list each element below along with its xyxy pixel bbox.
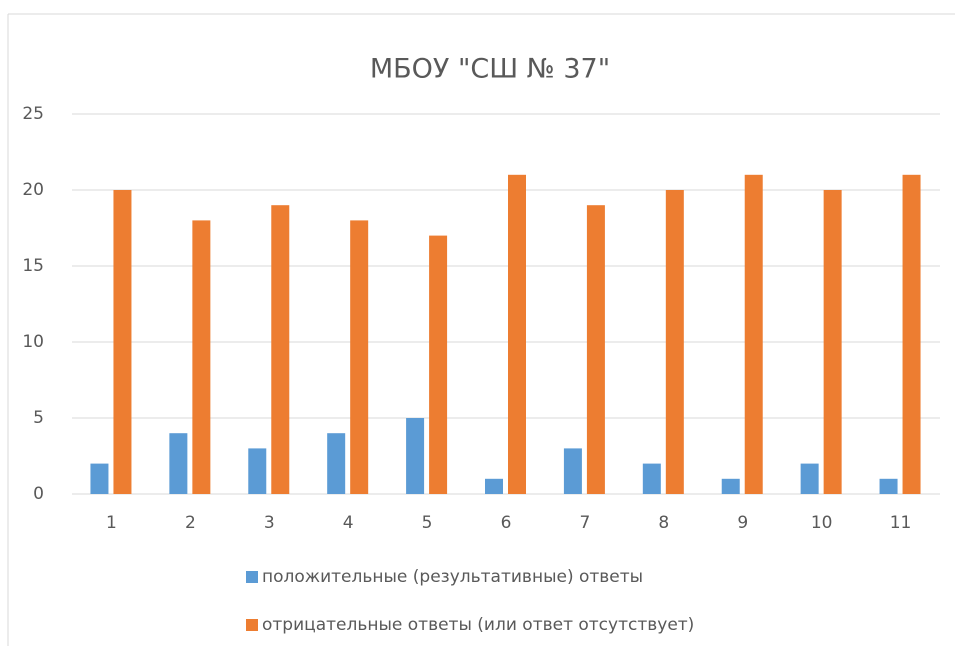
bar — [271, 205, 290, 494]
bar — [800, 463, 819, 494]
bar — [902, 174, 921, 495]
x-tick-label: 10 — [811, 513, 833, 533]
x-tick-label: 7 — [579, 513, 590, 533]
y-tick-label: 5 — [33, 408, 44, 428]
bar — [563, 448, 582, 494]
y-tick-label: 10 — [22, 332, 44, 352]
bar — [327, 433, 346, 494]
x-tick-label: 8 — [658, 513, 669, 533]
x-tick-label: 11 — [890, 513, 912, 533]
bar — [350, 220, 369, 494]
bar — [823, 190, 842, 494]
x-tick-label: 9 — [737, 513, 748, 533]
bar — [665, 190, 684, 494]
x-tick-label: 2 — [185, 513, 196, 533]
bar — [169, 433, 188, 494]
chart-title: МБОУ "СШ № 37" — [370, 54, 610, 85]
bar — [113, 190, 132, 494]
y-tick-label: 20 — [22, 180, 44, 200]
bar — [192, 220, 211, 494]
bar — [485, 478, 503, 494]
x-tick-label: 1 — [106, 513, 117, 533]
y-tick-label: 15 — [22, 256, 44, 276]
bar — [642, 463, 661, 494]
x-tick-label: 4 — [343, 513, 354, 533]
bar — [879, 478, 898, 494]
bar — [429, 235, 448, 494]
legend-label: положительные (результативные) ответы — [262, 567, 643, 587]
bar — [586, 205, 605, 494]
bar — [721, 478, 740, 494]
bar — [508, 174, 526, 495]
y-tick-label: 25 — [22, 104, 44, 124]
x-tick-label: 6 — [501, 513, 512, 533]
x-tick-label: 3 — [264, 513, 275, 533]
x-tick-label: 5 — [422, 513, 433, 533]
legend-label: отрицательные ответы (или ответ отсутств… — [262, 615, 694, 635]
bar — [248, 448, 267, 494]
bar — [90, 463, 109, 494]
bar — [744, 174, 763, 495]
y-tick-label: 0 — [33, 484, 44, 504]
legend-swatch — [246, 571, 258, 583]
bar — [406, 418, 425, 494]
legend-swatch — [246, 619, 258, 631]
